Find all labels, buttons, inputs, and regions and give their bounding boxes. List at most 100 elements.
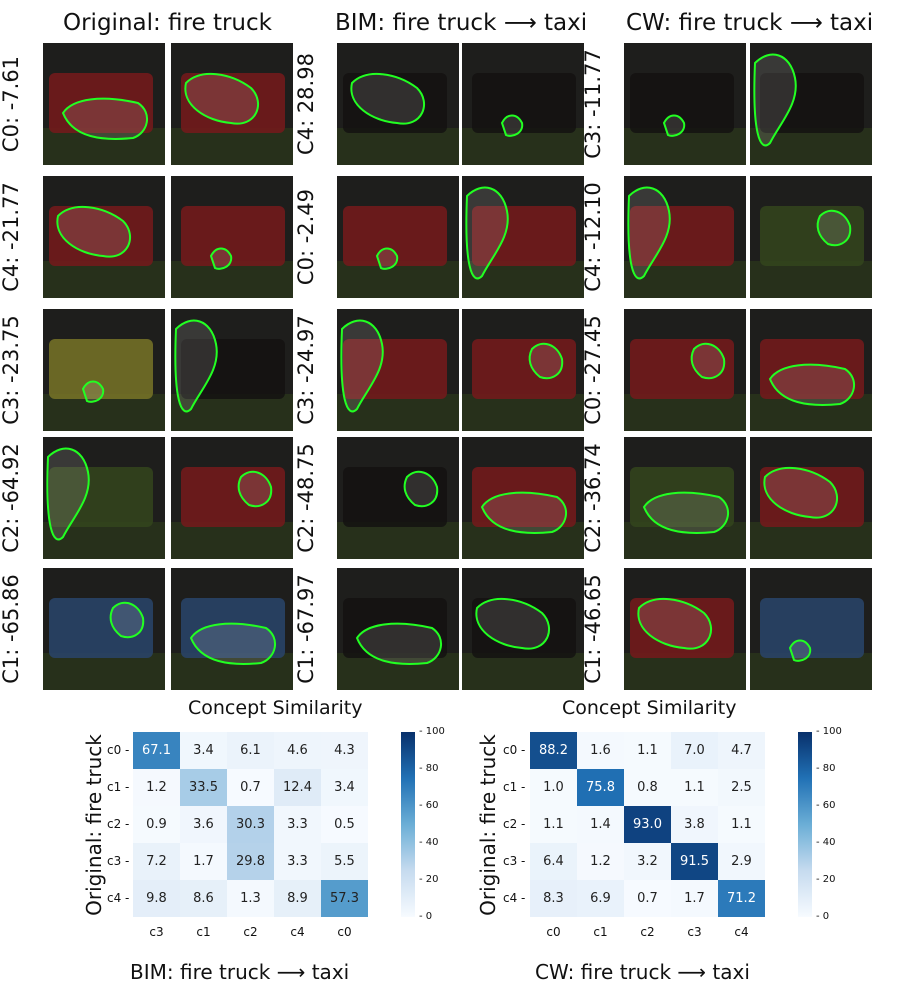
colorbar-tick: - 40 (419, 837, 439, 848)
heatmap-cell: 0.9 (133, 806, 180, 843)
heatmap-cell: 6.9 (577, 880, 624, 917)
colorbar-tick: - 80 (816, 763, 836, 774)
heatmap-cell: 1.1 (530, 806, 577, 843)
concept-image-tile (43, 437, 165, 559)
concept-image-tile (171, 437, 293, 559)
colorbar (798, 732, 812, 917)
concept-image-tile (750, 43, 872, 165)
original-row-label-text: C0: -7.61 (0, 55, 23, 153)
heatmap-y-axis-label-text: Original: fire truck (82, 733, 106, 916)
heatmap-col-tick: c3 (687, 925, 702, 939)
cw-row-label-text: C3: -11.77 (581, 49, 605, 159)
heatmap-row-tick: c2 - (503, 817, 526, 831)
heatmap-cell: 71.2 (718, 880, 765, 917)
cw-column-title: CW: fire truck ⟶ taxi (626, 10, 874, 36)
heatmap-cell: 1.7 (671, 880, 718, 917)
heatmap-col-tick: c3 (149, 925, 164, 939)
cw-row-label-text: C1: -46.65 (581, 574, 605, 684)
heatmap-row-tick: c2 - (107, 817, 130, 831)
heatmap-cell: 8.6 (180, 880, 227, 917)
heatmap-title: Concept Similarity (188, 697, 363, 719)
heatmap-cell: 1.1 (718, 806, 765, 843)
heatmap-cell: 8.9 (274, 880, 321, 917)
bim-row-label-text: C2: -48.75 (294, 443, 318, 553)
bim-row-label-text: C3: -24.97 (294, 315, 318, 425)
colorbar-tick: - 20 (419, 874, 439, 885)
heatmap-cell: 5.5 (321, 843, 368, 880)
concept-image-tile (337, 568, 459, 690)
colorbar-tick: - 40 (816, 837, 836, 848)
heatmap-row-tick: c3 - (503, 854, 526, 868)
colorbar-tick: - 80 (419, 763, 439, 774)
colorbar-tick: - 60 (816, 800, 836, 811)
heatmap-cell: 0.7 (624, 880, 671, 917)
heatmap-x-axis-label: CW: fire truck ⟶ taxi (535, 960, 750, 984)
heatmap-cell: 1.1 (671, 769, 718, 806)
heatmap-col-tick: c1 (196, 925, 211, 939)
colorbar-tick: - 0 (419, 911, 433, 922)
heatmap-col-tick: c2 (243, 925, 258, 939)
concept-image-tile (171, 176, 293, 298)
concept-image-tile (750, 176, 872, 298)
heatmap-cell: 1.6 (577, 732, 624, 769)
heatmap-cell: 1.3 (227, 880, 274, 917)
heatmap-cell: 29.8 (227, 843, 274, 880)
heatmap-cell: 3.3 (274, 806, 321, 843)
concept-image-tile (750, 568, 872, 690)
concept-image-tile (624, 437, 746, 559)
heatmap-cell: 0.7 (227, 769, 274, 806)
concept-image-tile (337, 309, 459, 431)
colorbar-tick: - 100 (816, 726, 842, 737)
heatmap-cell: 3.8 (671, 806, 718, 843)
heatmap-cell: 0.8 (624, 769, 671, 806)
heatmap-cell: 67.1 (133, 732, 180, 769)
concept-image-tile (337, 43, 459, 165)
concept-image-tile (43, 43, 165, 165)
concept-image-tile (43, 309, 165, 431)
bim-row-label-text: C1: -67.97 (294, 574, 318, 684)
bim-row-label-text: C4: 28.98 (294, 53, 318, 155)
heatmap-col-tick: c0 (337, 925, 352, 939)
heatmap-cell: 7.2 (133, 843, 180, 880)
heatmap-cell: 3.3 (274, 843, 321, 880)
concept-image-tile (750, 437, 872, 559)
heatmap-cell: 9.8 (133, 880, 180, 917)
heatmap-cell: 93.0 (624, 806, 671, 843)
concept-image-tile (171, 43, 293, 165)
bim-row-label-text: C0: -2.49 (294, 188, 318, 286)
heatmap-col-tick: c4 (734, 925, 749, 939)
heatmap-cell: 3.4 (321, 769, 368, 806)
heatmap-cell: 3.2 (624, 843, 671, 880)
original-row-label-text: C3: -23.75 (0, 315, 23, 425)
heatmap-cell: 33.5 (180, 769, 227, 806)
original-row-label-text: C2: -64.92 (0, 443, 23, 553)
heatmap-x-axis-label: BIM: fire truck ⟶ taxi (130, 960, 350, 984)
concept-image-tile (43, 568, 165, 690)
heatmap-cell: 8.3 (530, 880, 577, 917)
heatmap-cell: 7.0 (671, 732, 718, 769)
heatmap-cell: 4.3 (321, 732, 368, 769)
heatmap-cell: 3.4 (180, 732, 227, 769)
concept-image-tile (171, 309, 293, 431)
heatmap-row-tick: c0 - (503, 743, 526, 757)
heatmap-cell: 3.6 (180, 806, 227, 843)
heatmap-row-tick: c4 - (107, 891, 130, 905)
heatmap-y-axis-label-text: Original: fire truck (476, 733, 500, 916)
concept-image-tile (624, 176, 746, 298)
heatmap-cell: 6.1 (227, 732, 274, 769)
heatmap-cell: 57.3 (321, 880, 368, 917)
original-column-title: Original: fire truck (63, 10, 272, 36)
colorbar (401, 732, 415, 917)
concept-image-tile (624, 568, 746, 690)
heatmap-col-tick: c0 (546, 925, 561, 939)
colorbar-tick: - 0 (816, 911, 830, 922)
heatmap-cell: 1.2 (577, 843, 624, 880)
cw-row-label-text: C2: -36.74 (581, 443, 605, 553)
heatmap-cell: 2.9 (718, 843, 765, 880)
heatmap-cell: 6.4 (530, 843, 577, 880)
heatmap-cell: 30.3 (227, 806, 274, 843)
heatmap-row-tick: c1 - (503, 780, 526, 794)
heatmap-col-tick: c2 (640, 925, 655, 939)
heatmap-cell: 4.7 (718, 732, 765, 769)
concept-image-tile (750, 309, 872, 431)
